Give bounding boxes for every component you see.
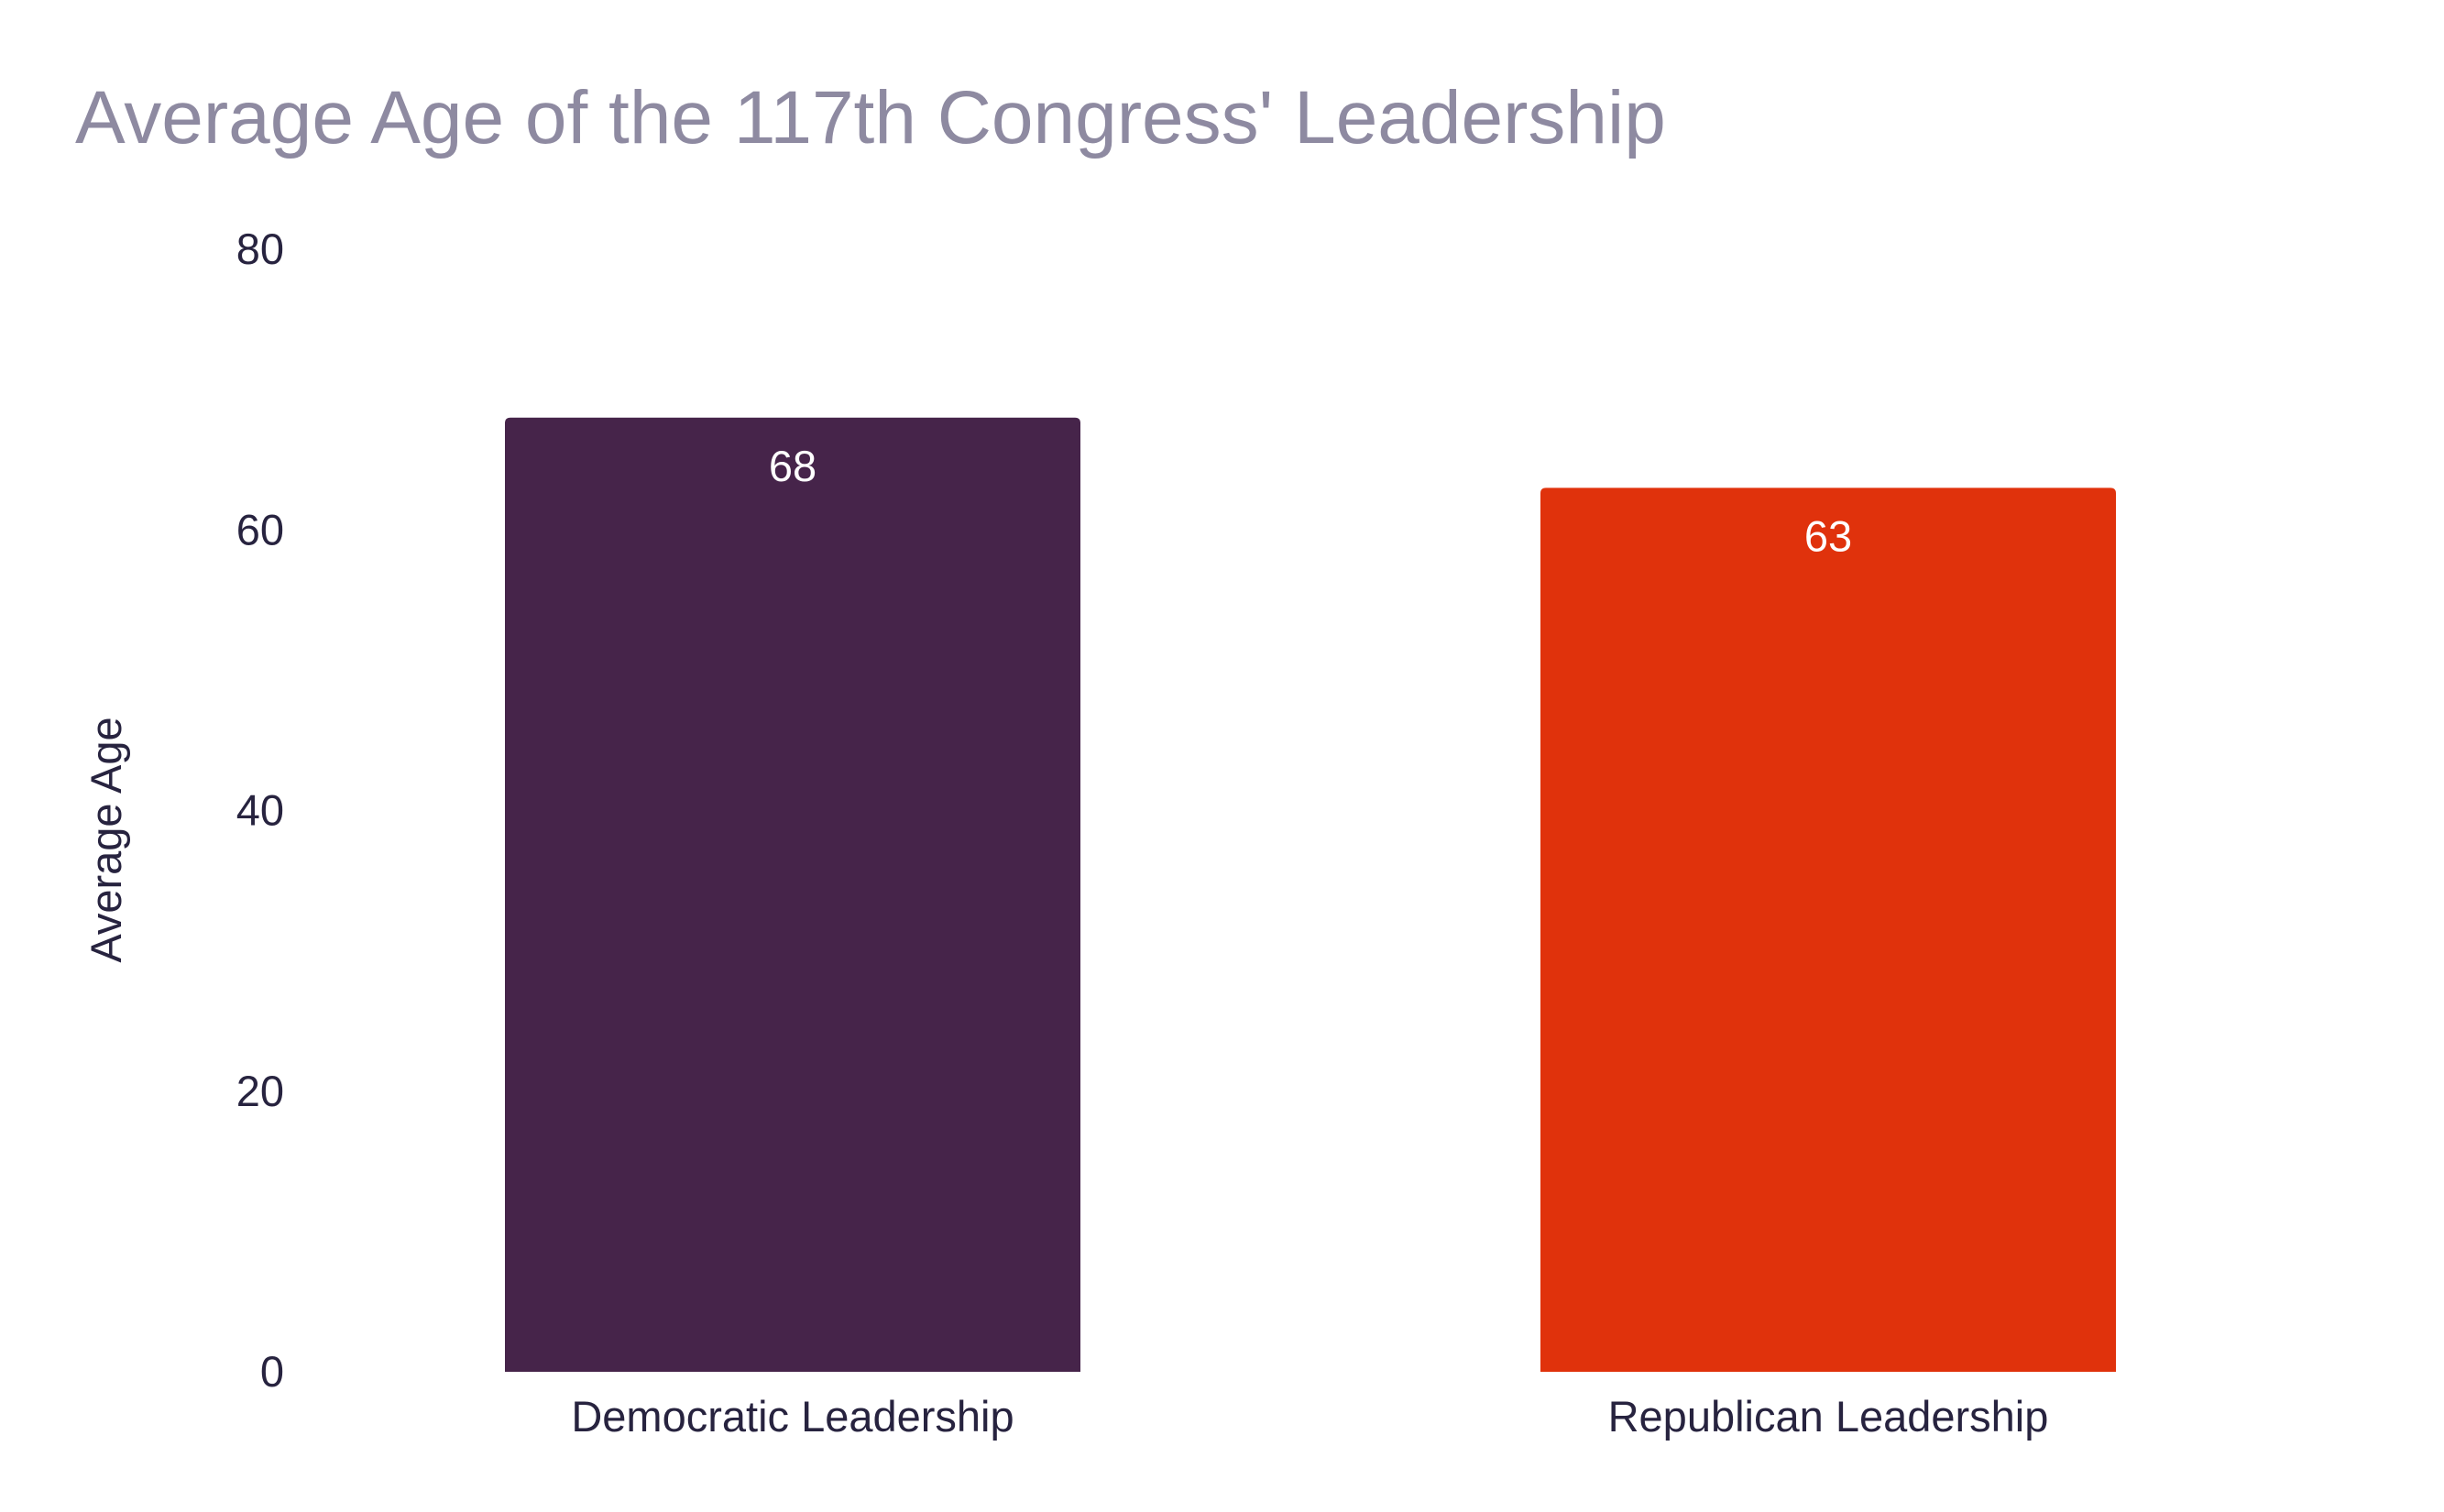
y-axis-label: Average Age bbox=[82, 717, 130, 962]
bar bbox=[505, 417, 1080, 1372]
y-tick-label: 60 bbox=[236, 505, 284, 553]
x-axis-ticks: Democratic Leadership Republican Leadersh… bbox=[571, 1392, 2048, 1441]
x-tick-label: Democratic Leadership bbox=[571, 1392, 1014, 1441]
y-tick-label: 20 bbox=[236, 1067, 284, 1115]
y-tick-label: 40 bbox=[236, 786, 284, 835]
x-tick-label: Republican Leadership bbox=[1608, 1392, 2049, 1441]
y-tick-label: 80 bbox=[236, 225, 284, 273]
bar-value-label: 68 bbox=[769, 442, 816, 490]
bars: 68 63 bbox=[505, 417, 2116, 1372]
y-tick-label: 0 bbox=[260, 1347, 284, 1396]
bar bbox=[1540, 488, 2116, 1372]
bar-value-label: 63 bbox=[1804, 511, 1852, 560]
y-axis-ticks: 0 20 40 60 80 bbox=[236, 225, 284, 1396]
chart-title: Average Age of the 117th Congress' Leade… bbox=[75, 76, 1666, 159]
